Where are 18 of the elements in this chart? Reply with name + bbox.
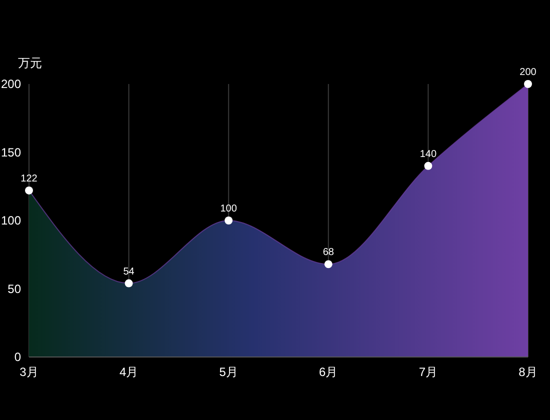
x-tick-label: 7月 — [418, 365, 438, 379]
x-tick-label: 8月 — [518, 365, 538, 379]
x-tick-label: 6月 — [319, 365, 338, 379]
x-tick-label: 3月 — [20, 365, 38, 379]
y-tick-label: 0 — [14, 350, 22, 364]
data-label: 68 — [322, 247, 334, 258]
y-tick-label: 50 — [8, 282, 22, 296]
data-label: 122 — [20, 173, 38, 184]
y-tick-label: 200 — [0, 77, 22, 92]
x-tick-label: 5月 — [219, 365, 238, 379]
y-tick-label: 150 — [0, 145, 22, 160]
x-tick-label: 4月 — [119, 365, 138, 379]
data-label: 200 — [520, 67, 537, 78]
y-axis-title: 万元 — [18, 56, 42, 70]
data-label: 54 — [123, 266, 135, 278]
data-label: 100 — [220, 204, 238, 214]
data-label: 140 — [420, 148, 437, 160]
y-tick-label: 100 — [0, 214, 22, 228]
